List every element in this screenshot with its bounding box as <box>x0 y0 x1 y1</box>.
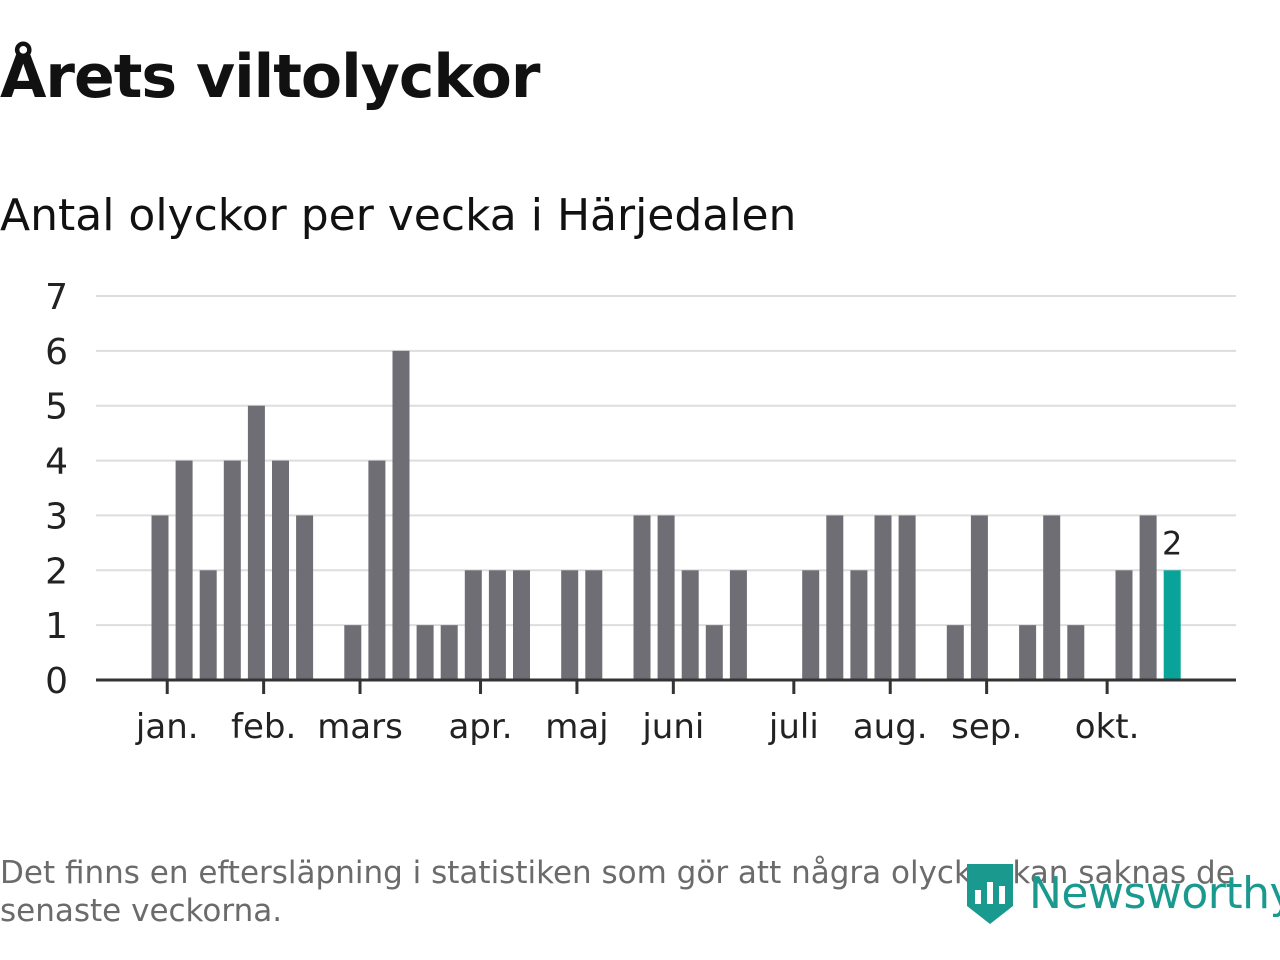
bar <box>946 625 964 680</box>
bar-highlight <box>1163 570 1181 680</box>
bar <box>1043 515 1061 680</box>
data-label-highlight: 2 <box>1162 524 1182 562</box>
x-tick-label: juni <box>641 707 704 747</box>
bar <box>296 515 314 680</box>
bar <box>368 460 386 680</box>
y-tick-label: 4 <box>45 442 68 483</box>
bar <box>464 570 482 680</box>
bar <box>561 570 579 680</box>
bar <box>1115 570 1133 680</box>
bar <box>392 350 410 680</box>
brand-name: Newsworthy <box>1029 867 1280 919</box>
x-tick-label: sep. <box>951 707 1022 747</box>
bar <box>898 515 916 680</box>
bar <box>223 460 241 680</box>
x-tick-label: apr. <box>448 707 512 747</box>
y-tick-label: 1 <box>45 606 68 647</box>
y-tick-label: 3 <box>45 496 68 537</box>
y-tick-label: 2 <box>45 551 68 592</box>
bar <box>729 570 747 680</box>
bar <box>826 515 844 680</box>
bar <box>199 570 217 680</box>
bar-chart: 0 1 2 3 4 5 6 7 2 jan. feb. mars apr. maj juni juli aug.… <box>45 277 1236 747</box>
bar <box>440 625 458 680</box>
chart-title: Årets viltolyckor <box>0 42 540 112</box>
newsworthy-logo[interactable]: Newsworthy <box>965 860 1280 926</box>
bar <box>802 570 820 680</box>
bar <box>681 570 699 680</box>
bar <box>488 570 506 680</box>
bar <box>344 625 362 680</box>
x-tick-label: aug. <box>853 707 928 747</box>
y-tick-label: 6 <box>45 332 68 373</box>
bar <box>416 625 434 680</box>
bar <box>1019 625 1037 680</box>
bar <box>247 405 265 680</box>
bar <box>585 570 603 680</box>
chart-subtitle: Antal olyckor per vecka i Härjedalen <box>0 190 797 241</box>
x-tick-label: feb. <box>231 707 296 747</box>
bar <box>151 515 169 680</box>
footnote: Det finns en eftersläpning i statistiken… <box>0 855 1235 929</box>
bar <box>175 460 193 680</box>
bar <box>513 570 530 680</box>
y-tick-label: 0 <box>45 661 68 702</box>
bar <box>1139 515 1157 680</box>
bar <box>657 515 675 680</box>
bar <box>705 625 723 680</box>
bar <box>850 570 868 680</box>
bar <box>633 515 651 680</box>
newsworthy-logo-icon <box>967 864 1013 924</box>
x-tick-label: okt. <box>1075 707 1140 747</box>
x-tick-label: juli <box>768 707 819 747</box>
y-tick-label: 7 <box>45 277 68 318</box>
bar <box>970 515 988 680</box>
bar <box>1067 625 1085 680</box>
x-tick-label: maj <box>545 707 608 747</box>
bar <box>272 460 289 680</box>
y-tick-label: 5 <box>45 387 68 428</box>
x-tick-label: jan. <box>135 707 199 747</box>
x-tick-label: mars <box>317 707 403 747</box>
bar <box>874 515 892 680</box>
